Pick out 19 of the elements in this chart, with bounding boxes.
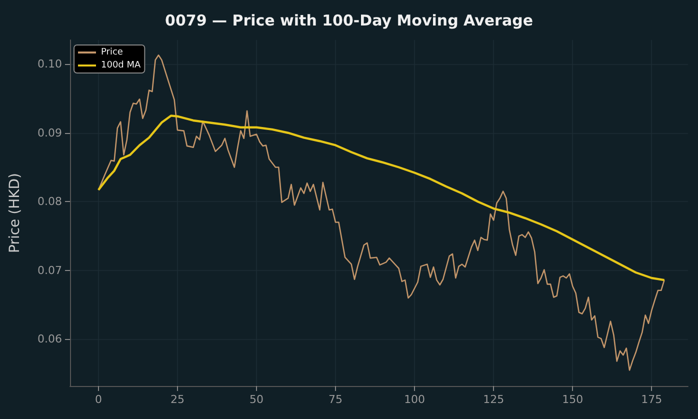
x-tick-label: 125	[483, 393, 504, 406]
line-series	[98, 54, 665, 371]
y-tick-label: 0.06	[38, 332, 62, 346]
legend-label: 100d MA	[101, 60, 142, 70]
y-axis-title: Price (HKD)	[7, 172, 23, 254]
x-tick-label: 175	[641, 393, 662, 406]
y-tick-label: 0.08	[38, 195, 62, 208]
x-tick-label: 50	[250, 393, 264, 406]
y-tick-label: 0.10	[38, 58, 62, 71]
x-tick-label: 25	[170, 393, 184, 406]
x-tick-label: 0	[94, 393, 102, 406]
x-tick-label: 75	[328, 393, 343, 406]
y-tick-label: 0.07	[38, 264, 62, 277]
y-tick-label: 0.09	[38, 126, 62, 140]
line-series	[97, 114, 666, 282]
legend-label: Price	[101, 48, 124, 58]
chart-title: 0079 — Price with 100-Day Moving Average	[165, 12, 533, 30]
x-tick-label: 100	[404, 393, 426, 406]
x-tick-label: 150	[562, 393, 584, 406]
